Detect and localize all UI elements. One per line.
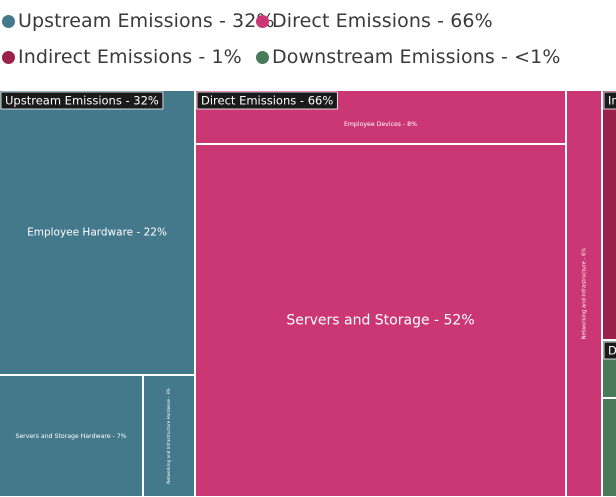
direct-emissions-group-header[interactable]: Direct Emissions - 66% [196,91,338,110]
legend-label-upstream: Upstream Emissions - 32% [18,10,275,32]
upstream-emissions-header-label: Upstream Emissions - 32% [5,94,159,108]
servers-and-storage-hardware-7-cell-rect[interactable] [0,376,142,496]
employee-hardware-22-cell[interactable]: Employee Hardware - 22% [0,91,194,374]
networking-and-infrastructure-6-cell-label: Networking and Infrastructure - 6% [582,248,588,340]
chart-legend: Upstream Emissions - 32% Direct Emission… [0,0,616,88]
legend-item-direct[interactable]: Direct Emissions - 66% [256,10,493,32]
legend-dot-upstream [2,14,15,28]
employee-hardware-22-cell-label: Employee Hardware - 22% [27,227,167,239]
networking-and-infrastructure-hardware-3-cell-label: Networking and Infrastructure Hardware -… [166,388,171,484]
downstream-emissions-rect-b[interactable] [603,399,616,496]
legend-item-downstream[interactable]: Downstream Emissions - <1% [256,46,561,68]
upstream-emissions-group-header[interactable]: Upstream Emissions - 32% [0,91,164,110]
legend-item-indirect[interactable]: Indirect Emissions - 1% [2,46,242,68]
downstream-emissions-group-header[interactable]: Downstream Emissions - <1% [603,341,616,360]
downstream-emissions-cell-b[interactable] [603,399,616,496]
downstream-emissions-header-bg [603,341,616,360]
networking-and-infrastructure-hardware-3-cell-rect[interactable] [144,376,194,496]
legend-label-direct: Direct Emissions - 66% [272,10,493,32]
direct-emissions-header-label: Direct Emissions - 66% [201,94,333,108]
indirect-emissions-header-label: Indirect Emissions - 1% [608,94,616,108]
networking-and-infrastructure-6-cell-rect[interactable] [567,91,601,496]
legend-dot-downstream [256,50,269,64]
servers-and-storage-52-cell[interactable]: Servers and Storage - 52% [196,145,565,496]
legend-dot-indirect [2,50,15,64]
servers-and-storage-hardware-7-cell-label: Servers and Storage Hardware - 7% [15,433,126,440]
indirect-emissions-cell[interactable] [603,91,616,339]
legend-dot-direct [256,14,269,28]
downstream-emissions-header-label: Downstream Emissions - <1% [608,344,616,358]
employee-hardware-22-cell-rect[interactable] [0,91,194,374]
upstream-emissions-header-bg [0,91,164,110]
networking-and-infrastructure-hardware-3-cell[interactable]: Networking and Infrastructure Hardware -… [144,376,194,496]
indirect-emissions-rect[interactable] [603,91,616,339]
legend-item-upstream[interactable]: Upstream Emissions - 32% [2,10,275,32]
legend-label-downstream: Downstream Emissions - <1% [272,46,561,68]
direct-emissions-header-bg [196,91,338,110]
indirect-emissions-group-header[interactable]: Indirect Emissions - 1% [603,91,616,110]
indirect-emissions-header-bg [603,91,616,110]
employee-devices-8-cell-label: Employee Devices - 8% [344,121,417,128]
servers-and-storage-52-cell-label: Servers and Storage - 52% [286,313,474,329]
legend-label-indirect: Indirect Emissions - 1% [18,46,242,68]
servers-and-storage-hardware-7-cell[interactable]: Servers and Storage Hardware - 7% [0,376,142,496]
networking-and-infrastructure-6-cell[interactable]: Networking and Infrastructure - 6% [567,91,601,496]
servers-and-storage-52-cell-rect[interactable] [196,145,565,496]
